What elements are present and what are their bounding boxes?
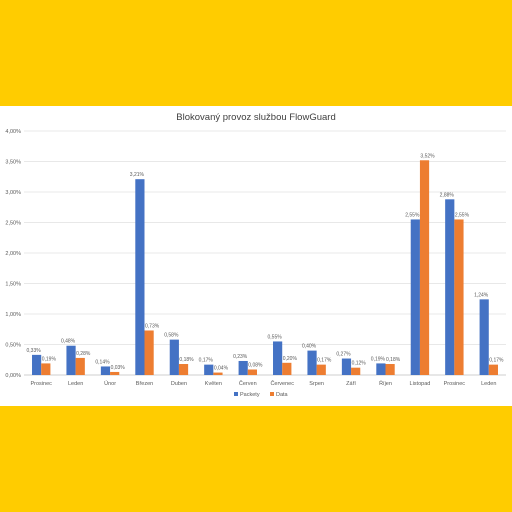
data-label: 0,18%: [179, 357, 194, 363]
bar-data: [282, 362, 292, 375]
data-label: 0,17%: [489, 358, 504, 364]
bar-packety: [410, 219, 420, 375]
bar-data: [75, 357, 85, 375]
bar-packety: [204, 364, 214, 375]
data-label: 0,12%: [352, 361, 367, 367]
bar-packety: [341, 358, 352, 375]
x-tick-label: Říjen: [379, 379, 392, 387]
x-tick-label: Listopad: [410, 381, 431, 387]
bar-data: [316, 364, 326, 375]
bar-packety: [479, 299, 489, 375]
data-label: 0,18%: [386, 357, 401, 363]
y-tick-label: 2,00%: [5, 251, 21, 257]
bar-chart: 0,00% 0,50% 1,00% 1,50% 2,00% 2,50% 3,00% 3,50%…: [5, 129, 506, 398]
bar-data: [144, 330, 154, 375]
x-tick-label: Leden: [68, 381, 83, 387]
data-label: 2,55%: [455, 212, 470, 218]
data-label: 0,48%: [61, 339, 76, 345]
legend-swatch: [234, 392, 238, 396]
bar-packety: [307, 350, 317, 375]
data-label: 0,20%: [283, 356, 298, 362]
data-label: 0,28%: [76, 351, 91, 357]
x-tick-label: Prosinec: [444, 381, 466, 387]
legend-label: Packety: [240, 392, 260, 398]
bar-packety: [66, 345, 76, 375]
y-tick-label: 3,50%: [5, 160, 21, 166]
bar-packety: [169, 339, 179, 375]
data-label: 0,23%: [233, 354, 248, 360]
bar-data: [454, 219, 464, 375]
data-label: 0,27%: [336, 352, 351, 358]
x-tick-label: Prosinec: [31, 381, 53, 387]
x-tick-label: Březen: [136, 381, 153, 387]
data-label: 3,21%: [130, 172, 145, 178]
data-label: 0,58%: [164, 333, 179, 339]
y-tick-label: 2,50%: [5, 221, 21, 227]
bar-data: [351, 367, 361, 375]
x-tick-label: Srpen: [309, 381, 324, 387]
bar-packety: [100, 366, 111, 375]
data-label: 0,73%: [145, 323, 160, 329]
bar-packety: [273, 341, 283, 375]
x-tick-label: Září: [346, 381, 356, 387]
bar-packety: [238, 360, 248, 375]
bar-data: [488, 364, 498, 375]
y-tick-label: 1,00%: [5, 312, 21, 318]
data-label: 0,17%: [199, 358, 214, 364]
data-label: 3,52%: [420, 153, 435, 159]
bar-data: [419, 160, 430, 375]
bar-data: [41, 363, 51, 375]
x-tick-label: Únor: [104, 380, 116, 387]
x-tick-label: Květen: [205, 381, 222, 387]
data-label: 0,08%: [248, 363, 263, 369]
y-tick-label: 0,00%: [5, 373, 21, 379]
data-label: 2,55%: [405, 212, 420, 218]
bar-data: [247, 369, 257, 375]
data-label: 0,55%: [268, 334, 283, 340]
y-tick-label: 0,50%: [5, 343, 21, 349]
bar-data: [213, 372, 223, 375]
data-label: 0,40%: [302, 344, 317, 350]
x-tick-label: Červen: [239, 380, 257, 387]
y-tick-label: 3,00%: [5, 190, 21, 196]
bar-packety: [135, 179, 145, 375]
data-label: 0,19%: [42, 356, 57, 362]
x-tick-label: Duben: [171, 381, 187, 387]
data-label: 0,19%: [371, 356, 386, 362]
chart-title: Blokovaný provoz službou FlowGuard: [176, 112, 336, 123]
x-tick-label: Červenec: [270, 380, 294, 387]
data-label: 1,24%: [474, 292, 489, 298]
bar-data: [110, 371, 120, 375]
data-label: 0,14%: [95, 359, 110, 365]
bar-packety: [376, 363, 386, 375]
chart-card: Blokovaný provoz službou FlowGuard 0,00%…: [0, 106, 512, 406]
y-tick-label: 1,50%: [5, 282, 21, 288]
legend-swatch: [270, 392, 274, 396]
legend-label: Data: [276, 392, 289, 398]
bar-packety: [445, 199, 455, 375]
data-label: 0,17%: [317, 358, 332, 364]
bar-packety: [32, 354, 42, 375]
y-tick-label: 4,00%: [5, 129, 21, 135]
x-tick-label: Leden: [481, 381, 496, 387]
bar-data: [385, 364, 395, 375]
data-label: 0,33%: [27, 348, 42, 354]
data-label: 0,03%: [111, 365, 126, 371]
data-label: 0,04%: [214, 366, 229, 372]
data-label: 2,88%: [440, 192, 455, 198]
bar-data: [178, 364, 189, 375]
